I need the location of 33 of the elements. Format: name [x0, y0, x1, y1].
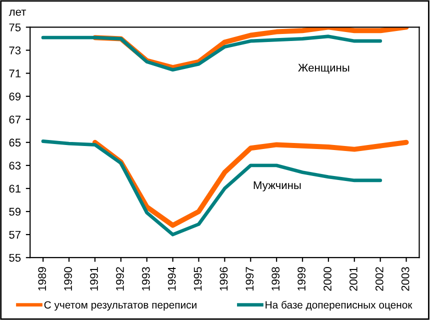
y-tick-label: 55: [9, 254, 21, 262]
x-tick-label: 1996: [220, 267, 228, 290]
y-axis-title: лет: [8, 10, 26, 16]
annotation: Мужчины: [254, 181, 301, 192]
x-tick-label: 2001: [350, 267, 358, 291]
x-tick-label: 2002: [375, 267, 384, 291]
y-tick-label: 63: [9, 162, 21, 170]
y-tick-label: 73: [9, 46, 21, 54]
annotation: Женщины: [298, 64, 350, 74]
x-tick-label: 1990: [64, 267, 72, 290]
legend-label: С учетом результатов переписи: [44, 301, 196, 311]
y-tick-label: 67: [9, 116, 21, 124]
y-tick-label: 69: [9, 92, 21, 100]
y-tick-label: 61: [9, 184, 21, 193]
y-tick-label: 65: [9, 138, 21, 147]
x-tick-label: 2003: [401, 267, 410, 291]
y-tick-label: 75: [9, 24, 21, 32]
y-tick-label: 59: [9, 208, 21, 216]
x-tick-label: 1995: [194, 267, 202, 290]
y-tick-label: 57: [9, 230, 21, 239]
x-tick-label: 1999: [298, 267, 306, 290]
x-tick-label: 1989: [38, 267, 46, 290]
x-tick-label: 1994: [168, 266, 176, 290]
y-tick-label: 71: [9, 70, 21, 78]
x-tick-label: 1991: [90, 267, 98, 290]
x-tick-label: 1993: [142, 267, 150, 290]
x-tick-label: 2000: [324, 267, 332, 291]
x-tick-label: 1992: [116, 267, 124, 290]
x-tick-label: 1997: [246, 267, 254, 290]
legend-label: На базе допереписных оценок: [266, 300, 412, 311]
line-series: [41, 34, 382, 72]
x-tick-label: 1998: [272, 267, 280, 290]
line-series: [41, 140, 382, 236]
